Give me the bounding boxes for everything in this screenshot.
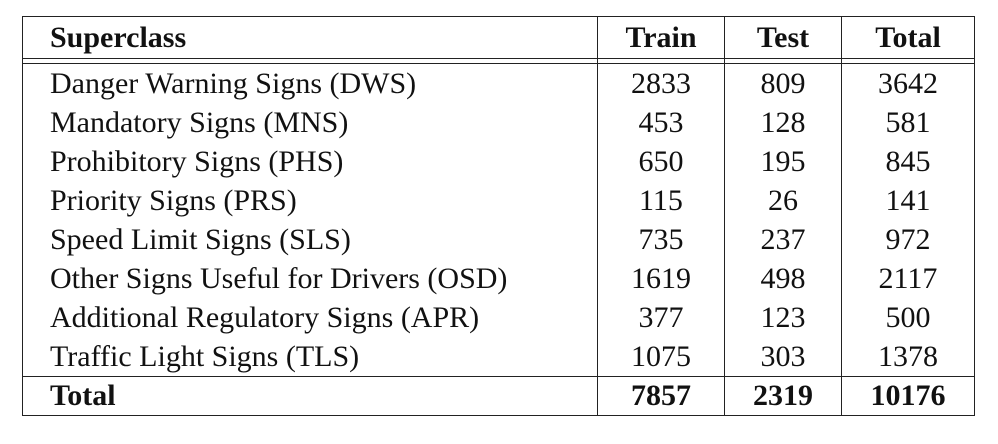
superclass-distribution-table: Superclass Train Test Total Danger Warni… [22, 16, 975, 416]
header-superclass: Superclass [22, 16, 598, 59]
row-train: 115 [597, 181, 725, 220]
table-row: Mandatory Signs (MNS) 453 128 581 [22, 103, 975, 142]
total-test: 2319 [724, 376, 842, 416]
row-train: 453 [597, 103, 725, 142]
row-name: Speed Limit Signs (SLS) [22, 220, 598, 259]
row-name: Traffic Light Signs (TLS) [22, 337, 598, 377]
row-total: 141 [841, 181, 975, 220]
row-train: 735 [597, 220, 725, 259]
row-total: 2117 [841, 259, 975, 298]
row-total: 972 [841, 220, 975, 259]
header-train: Train [597, 16, 725, 59]
row-test: 809 [724, 63, 842, 103]
dataset-table-container: Superclass Train Test Total Danger Warni… [22, 16, 975, 418]
table-row: Traffic Light Signs (TLS) 1075 303 1378 [22, 337, 975, 377]
row-name: Prohibitory Signs (PHS) [22, 142, 598, 181]
row-train: 377 [597, 298, 725, 337]
row-name: Priority Signs (PRS) [22, 181, 598, 220]
row-train: 2833 [597, 63, 725, 103]
table-row: Speed Limit Signs (SLS) 735 237 972 [22, 220, 975, 259]
total-label: Total [22, 376, 598, 416]
row-total: 500 [841, 298, 975, 337]
header-separator [22, 58, 975, 64]
row-total: 581 [841, 103, 975, 142]
row-train: 650 [597, 142, 725, 181]
row-test: 26 [724, 181, 842, 220]
row-test: 237 [724, 220, 842, 259]
total-total: 10176 [841, 376, 975, 416]
total-train: 7857 [597, 376, 725, 416]
table-row: Prohibitory Signs (PHS) 650 195 845 [22, 142, 975, 181]
header-test: Test [724, 16, 842, 59]
row-name: Additional Regulatory Signs (APR) [22, 298, 598, 337]
row-test: 128 [724, 103, 842, 142]
header-total: Total [841, 16, 975, 59]
row-train: 1619 [597, 259, 725, 298]
row-total: 845 [841, 142, 975, 181]
row-name: Other Signs Useful for Drivers (OSD) [22, 259, 598, 298]
row-train: 1075 [597, 337, 725, 377]
table-header-row: Superclass Train Test Total [22, 16, 975, 59]
row-test: 303 [724, 337, 842, 377]
row-name: Mandatory Signs (MNS) [22, 103, 598, 142]
row-test: 498 [724, 259, 842, 298]
row-total: 1378 [841, 337, 975, 377]
total-row: Total 7857 2319 10176 [22, 376, 975, 416]
row-total: 3642 [841, 63, 975, 103]
table-row: Additional Regulatory Signs (APR) 377 12… [22, 298, 975, 337]
row-test: 123 [724, 298, 842, 337]
table-row: Other Signs Useful for Drivers (OSD) 161… [22, 259, 975, 298]
table-row: Priority Signs (PRS) 115 26 141 [22, 181, 975, 220]
row-name: Danger Warning Signs (DWS) [22, 63, 598, 103]
row-test: 195 [724, 142, 842, 181]
table-row: Danger Warning Signs (DWS) 2833 809 3642 [22, 63, 975, 103]
